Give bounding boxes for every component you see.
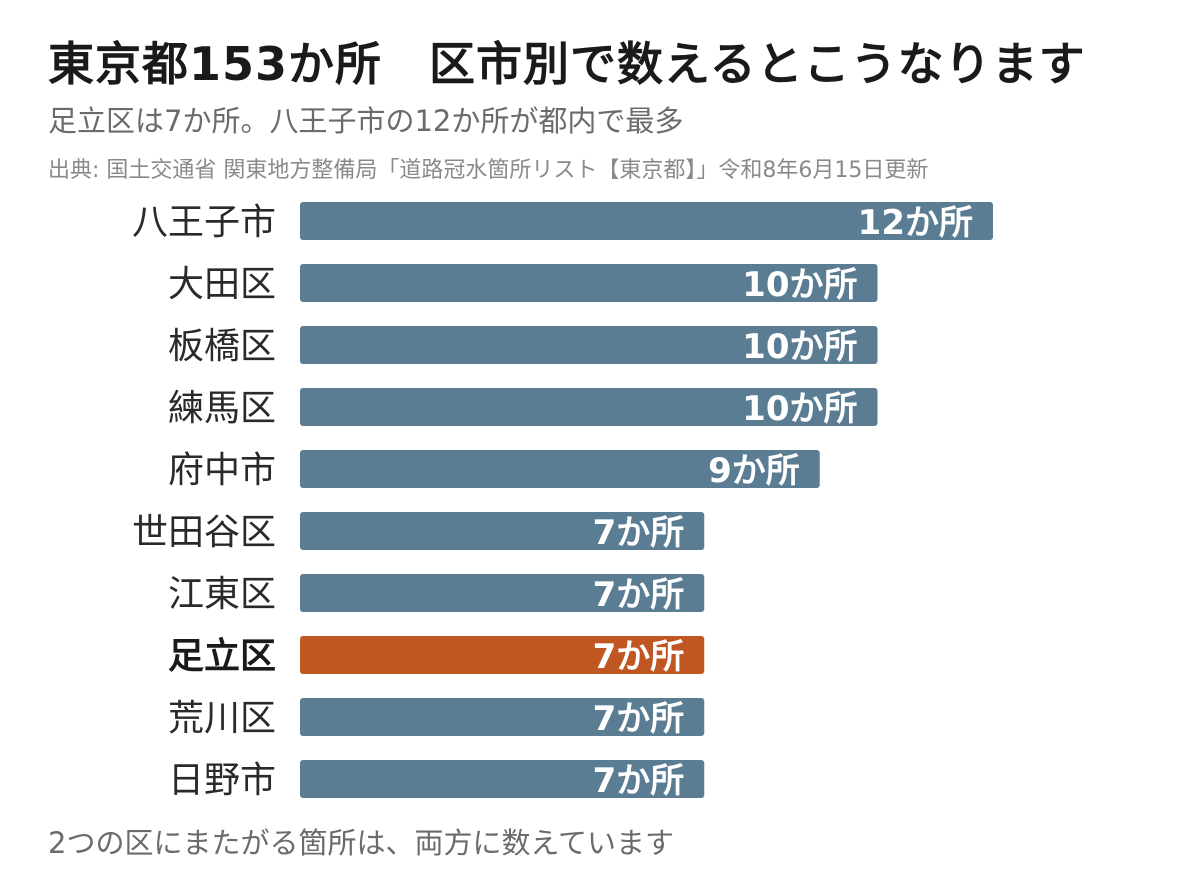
bar (300, 264, 878, 302)
bar-highlight (300, 636, 705, 674)
bar-value-label: 10か所 (742, 327, 857, 367)
category-label: 大田区 (168, 264, 276, 305)
category-label: 練馬区 (168, 388, 276, 429)
source-note: 出典: 国土交通省 関東地方整備局「道路冠水箇所リスト【東京都】」令和8年6月1… (48, 158, 929, 183)
bar (300, 698, 705, 736)
category-label: 荒川区 (168, 698, 276, 739)
bar (300, 326, 878, 364)
bar-value-label: 7か所 (593, 513, 685, 553)
bar-value-label: 7か所 (593, 575, 685, 615)
bar-value-label: 10か所 (742, 389, 857, 429)
bar (300, 760, 705, 798)
category-label: 世田谷区 (132, 512, 276, 553)
category-label: 江東区 (168, 574, 276, 615)
bar-value-label: 9か所 (708, 451, 800, 491)
bar (300, 202, 993, 240)
category-label: 板橋区 (168, 326, 276, 367)
chart-title: 東京都153か所 区市別で数えるとこうなります (48, 37, 1086, 91)
bar-value-label: 12か所 (858, 203, 973, 243)
category-label: 八王子市 (132, 202, 276, 243)
bar-value-label: 7か所 (593, 761, 685, 801)
bar-value-label: 7か所 (593, 699, 685, 739)
category-label: 足立区 (168, 636, 276, 677)
footnote: 2つの区にまたがる箇所は、両方に数えています (48, 826, 675, 860)
bar-value-label: 7か所 (593, 637, 685, 677)
bar (300, 388, 878, 426)
category-label: 府中市 (168, 450, 276, 491)
category-label: 日野市 (168, 760, 276, 801)
chart-subtitle: 足立区は7か所。八王子市の12か所が都内で最多 (48, 104, 684, 138)
bar (300, 574, 705, 612)
bar (300, 512, 705, 550)
bar (300, 450, 820, 488)
bar-value-label: 10か所 (742, 265, 857, 305)
